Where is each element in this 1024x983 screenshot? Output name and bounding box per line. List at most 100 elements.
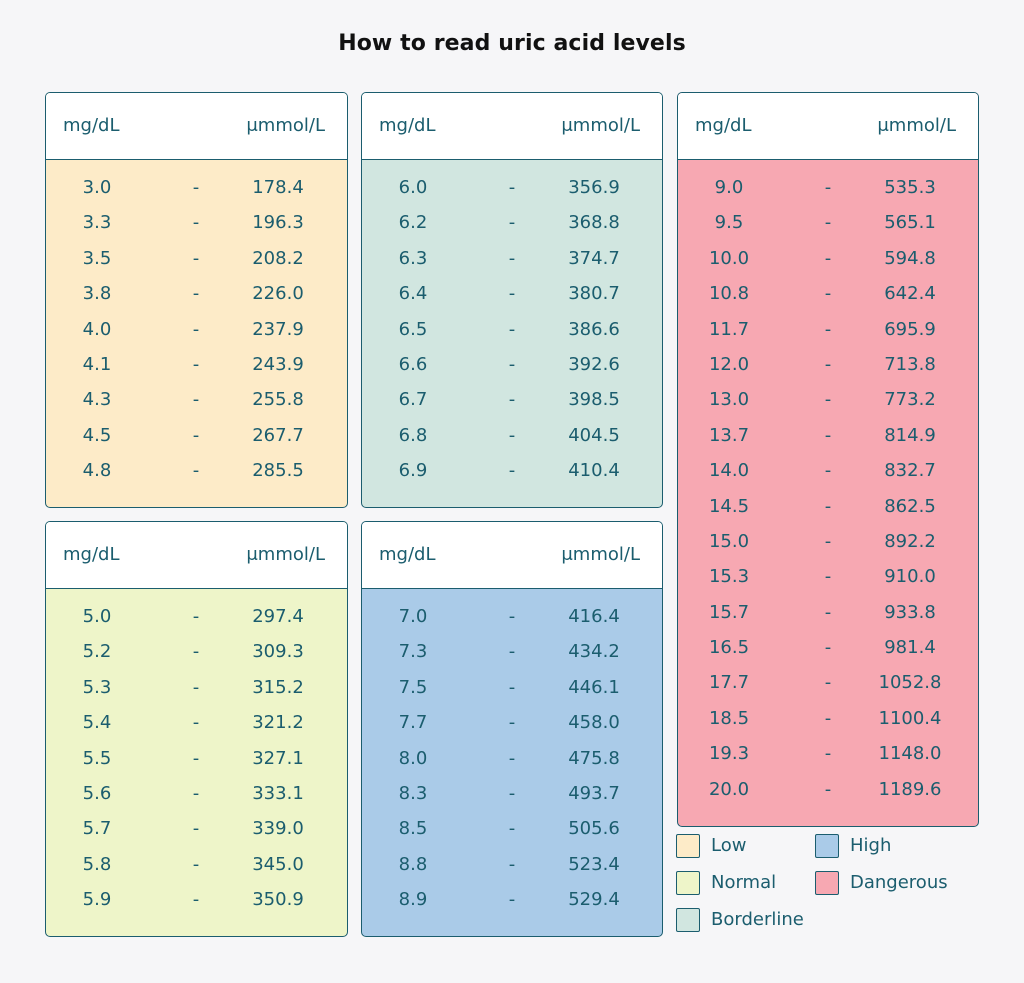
cell-separator: - bbox=[508, 353, 516, 375]
cell-mg-dl: 3.8 bbox=[82, 283, 112, 305]
cell-umol-l: 458.0 bbox=[568, 712, 620, 734]
cell-umol-l: 773.2 bbox=[884, 389, 936, 411]
cell-separator: - bbox=[508, 606, 516, 627]
cell-separator: - bbox=[192, 676, 200, 698]
table-row: 20.0 - 1189.6 bbox=[678, 779, 978, 814]
table-row: 7.3 - 434.2 bbox=[362, 641, 662, 676]
cell-separator: - bbox=[508, 853, 516, 875]
cell-umol-l: 535.3 bbox=[884, 177, 936, 198]
cell-separator: - bbox=[192, 889, 200, 911]
cell-mg-dl: 9.5 bbox=[714, 212, 744, 234]
cell-separator: - bbox=[192, 712, 200, 734]
cell-umol-l: 933.8 bbox=[884, 601, 936, 623]
table-row: 6.7 - 398.5 bbox=[362, 389, 662, 424]
cell-umol-l: 297.4 bbox=[252, 606, 304, 627]
table-row: 18.5 - 1100.4 bbox=[678, 708, 978, 743]
table-header: mg/dL μmmol/L bbox=[46, 93, 347, 160]
cell-separator: - bbox=[508, 247, 516, 269]
cell-umol-l: 892.2 bbox=[884, 530, 936, 552]
cell-umol-l: 446.1 bbox=[568, 676, 620, 698]
cell-umol-l: 309.3 bbox=[252, 641, 304, 663]
cell-separator: - bbox=[508, 641, 516, 663]
table-body: 5.0 - 297.4 5.2 - 309.3 5.3 - 315.2 5.4 - 321.2 5.5 -… bbox=[46, 589, 347, 936]
table-row: 4.3 - 255.8 bbox=[46, 389, 347, 424]
column-header-mg-dl: mg/dL bbox=[695, 115, 752, 136]
cell-mg-dl: 6.0 bbox=[398, 177, 428, 198]
cell-mg-dl: 6.6 bbox=[398, 353, 428, 375]
table-row: 7.5 - 446.1 bbox=[362, 677, 662, 712]
cell-mg-dl: 5.0 bbox=[82, 606, 112, 627]
column-header-umol-l: μmmol/L bbox=[561, 544, 640, 565]
cell-separator: - bbox=[192, 782, 200, 804]
cell-umol-l: 981.4 bbox=[884, 637, 936, 659]
legend: Low High Normal Dangerous Borderline bbox=[676, 834, 1006, 944]
legend-swatch bbox=[815, 871, 839, 895]
cell-separator: - bbox=[824, 424, 832, 446]
cell-mg-dl: 17.7 bbox=[708, 672, 750, 694]
table-header: mg/dL μmmol/L bbox=[362, 93, 662, 160]
table-row: 3.8 - 226.0 bbox=[46, 283, 347, 318]
cell-mg-dl: 8.3 bbox=[398, 782, 428, 804]
cell-separator: - bbox=[192, 212, 200, 234]
cell-mg-dl: 5.6 bbox=[82, 782, 112, 804]
cell-mg-dl: 5.4 bbox=[82, 712, 112, 734]
table-panel-dangerous: mg/dL μmmol/L 9.0 - 535.3 9.5 - 565.1 10.0 - 594.8… bbox=[677, 92, 979, 827]
cell-mg-dl: 3.3 bbox=[82, 212, 112, 234]
legend-label: Dangerous bbox=[850, 872, 948, 893]
legend-swatch bbox=[676, 908, 700, 932]
cell-umol-l: 505.6 bbox=[568, 818, 620, 840]
cell-umol-l: 404.5 bbox=[568, 424, 620, 446]
cell-mg-dl: 6.8 bbox=[398, 424, 428, 446]
cell-umol-l: 285.5 bbox=[252, 460, 304, 482]
table-body: 9.0 - 535.3 9.5 - 565.1 10.0 - 594.8 10.8 - 642.4 11… bbox=[678, 160, 978, 826]
table-row: 12.0 - 713.8 bbox=[678, 354, 978, 389]
cell-umol-l: 345.0 bbox=[252, 853, 304, 875]
cell-umol-l: 356.9 bbox=[568, 177, 620, 198]
table-row: 8.8 - 523.4 bbox=[362, 854, 662, 889]
table-row: 5.4 - 321.2 bbox=[46, 712, 347, 747]
cell-separator: - bbox=[508, 676, 516, 698]
table-row: 14.5 - 862.5 bbox=[678, 496, 978, 531]
cell-mg-dl: 8.5 bbox=[398, 818, 428, 840]
cell-separator: - bbox=[192, 177, 200, 198]
cell-umol-l: 208.2 bbox=[252, 247, 304, 269]
cell-mg-dl: 14.5 bbox=[708, 495, 750, 517]
cell-separator: - bbox=[824, 637, 832, 659]
cell-separator: - bbox=[508, 782, 516, 804]
table-row: 5.6 - 333.1 bbox=[46, 783, 347, 818]
cell-umol-l: 1148.0 bbox=[878, 743, 942, 765]
cell-umol-l: 350.9 bbox=[252, 889, 304, 911]
cell-separator: - bbox=[508, 818, 516, 840]
cell-umol-l: 339.0 bbox=[252, 818, 304, 840]
cell-mg-dl: 4.3 bbox=[82, 389, 112, 411]
table-body: 3.0 - 178.4 3.3 - 196.3 3.5 - 208.2 3.8 - 226.0 4.0 -… bbox=[46, 160, 347, 507]
cell-mg-dl: 6.3 bbox=[398, 247, 428, 269]
table-row: 5.0 - 297.4 bbox=[46, 606, 347, 641]
table-row: 3.0 - 178.4 bbox=[46, 177, 347, 212]
cell-umol-l: 1100.4 bbox=[878, 707, 942, 729]
cell-umol-l: 832.7 bbox=[884, 460, 936, 482]
cell-mg-dl: 12.0 bbox=[708, 353, 750, 375]
cell-separator: - bbox=[824, 743, 832, 765]
cell-umol-l: 333.1 bbox=[252, 782, 304, 804]
cell-umol-l: 862.5 bbox=[884, 495, 936, 517]
cell-separator: - bbox=[192, 424, 200, 446]
cell-separator: - bbox=[508, 318, 516, 340]
table-row: 15.7 - 933.8 bbox=[678, 602, 978, 637]
table-row: 14.0 - 832.7 bbox=[678, 460, 978, 495]
table-row: 17.7 - 1052.8 bbox=[678, 672, 978, 707]
cell-separator: - bbox=[824, 283, 832, 305]
chart-title: How to read uric acid levels bbox=[338, 31, 686, 56]
cell-separator: - bbox=[824, 389, 832, 411]
table-row: 13.0 - 773.2 bbox=[678, 389, 978, 424]
cell-umol-l: 1189.6 bbox=[878, 778, 942, 800]
cell-mg-dl: 5.5 bbox=[82, 747, 112, 769]
column-header-umol-l: μmmol/L bbox=[246, 115, 325, 136]
table-row: 7.0 - 416.4 bbox=[362, 606, 662, 641]
column-header-umol-l: μmmol/L bbox=[246, 544, 325, 565]
table-row: 19.3 - 1148.0 bbox=[678, 743, 978, 778]
cell-separator: - bbox=[192, 853, 200, 875]
legend-label: Borderline bbox=[711, 909, 804, 930]
table-header: mg/dL μmmol/L bbox=[46, 522, 347, 589]
column-header-mg-dl: mg/dL bbox=[63, 115, 120, 136]
